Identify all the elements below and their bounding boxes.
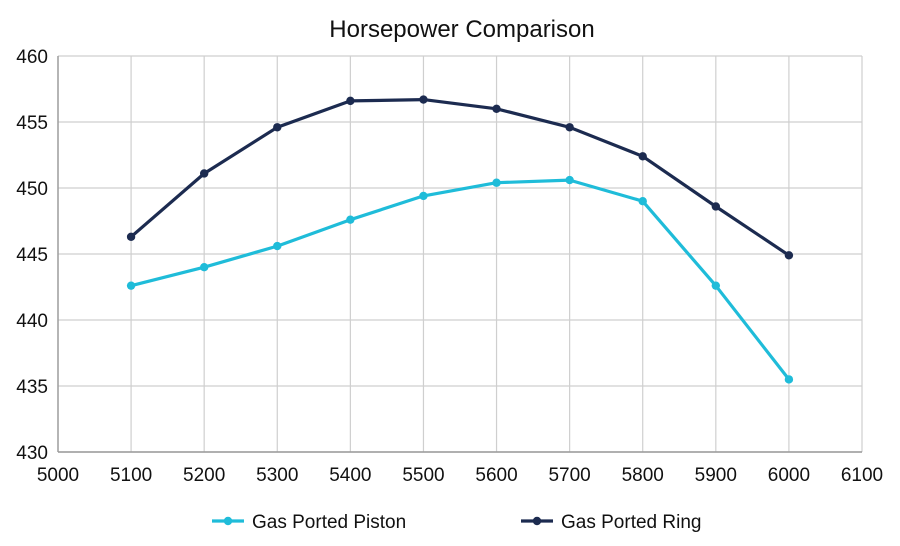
series-line-gas-ported-ring: [129, 97, 791, 257]
data-point-gas-ported-ring: [638, 152, 647, 161]
data-point-gas-ported-ring: [784, 251, 794, 260]
data-point-gas-ported-piston: [784, 375, 794, 384]
data-point-gas-ported-piston: [419, 191, 428, 201]
y-tick-label: 455: [16, 113, 48, 134]
data-point-gas-ported-piston: [565, 175, 574, 185]
series-lines: [126, 95, 794, 384]
data-point-gas-ported-piston: [492, 178, 501, 187]
x-tick-label: 5900: [695, 465, 737, 486]
y-tick-label: 460: [16, 47, 48, 68]
x-tick-label: 5200: [183, 465, 225, 486]
x-tick-label: 6100: [841, 465, 883, 486]
data-point-gas-ported-ring: [711, 202, 721, 211]
grid-lines: [57, 55, 863, 453]
data-point-gas-ported-ring: [492, 104, 501, 114]
data-point-gas-ported-piston: [638, 197, 647, 206]
data-point-gas-ported-piston: [126, 281, 136, 290]
x-tick-label: 5700: [548, 465, 590, 486]
y-tick-label: 445: [16, 245, 48, 266]
x-tick-label: 5400: [329, 465, 371, 486]
x-tick-label: 5500: [402, 465, 444, 486]
legend-item-gas-ported-piston: Gas Ported Piston: [212, 512, 406, 533]
legend-swatch-marker: [532, 516, 542, 526]
x-tick-label: 5000: [37, 465, 79, 486]
data-point-gas-ported-piston: [199, 263, 209, 272]
y-tick-label: 435: [16, 377, 48, 398]
x-tick-label: 5800: [622, 465, 664, 486]
legend-label: Gas Ported Ring: [561, 512, 701, 533]
y-tick-label: 440: [16, 311, 48, 332]
data-point-gas-ported-piston: [711, 281, 721, 290]
data-point-gas-ported-piston: [273, 241, 282, 251]
data-point-gas-ported-ring: [565, 123, 574, 132]
data-point-gas-ported-ring: [346, 96, 355, 106]
data-point-gas-ported-piston: [346, 215, 355, 224]
y-tick-label: 450: [16, 179, 48, 200]
axes: [57, 56, 862, 453]
legend: Gas Ported Piston Gas Ported Ring: [212, 512, 701, 533]
series-line-gas-ported-piston: [129, 178, 791, 381]
data-point-gas-ported-ring: [126, 232, 136, 242]
data-point-gas-ported-ring: [273, 123, 282, 132]
legend-item-gas-ported-ring: Gas Ported Ring: [521, 512, 701, 533]
data-point-gas-ported-ring: [199, 169, 209, 178]
x-tick-label: 5300: [256, 465, 298, 486]
x-tick-label: 5600: [475, 465, 517, 486]
tick-labels: 430 435 440 445 450 455 460 5000 5100 5200 5300 540…: [16, 47, 883, 486]
chart-title: Horsepower Comparison: [329, 16, 594, 43]
x-tick-label: 6000: [768, 465, 810, 486]
data-point-gas-ported-ring: [419, 95, 428, 104]
legend-swatch-marker: [223, 516, 233, 526]
y-tick-label: 430: [16, 443, 48, 464]
legend-label: Gas Ported Piston: [252, 512, 406, 533]
x-tick-label: 5100: [110, 465, 152, 486]
